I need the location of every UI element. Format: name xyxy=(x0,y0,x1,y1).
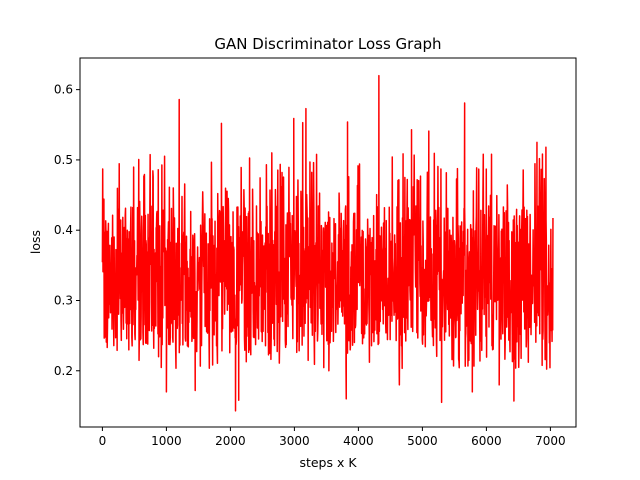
y-tick-label: 0.6 xyxy=(54,83,73,97)
x-axis: 0 1000 2000 3000 4000 5000 6000 7000 xyxy=(99,427,566,448)
y-tick-label: 0.3 xyxy=(54,293,73,307)
x-axis-label: steps x K xyxy=(299,455,357,470)
x-tick-label: 3000 xyxy=(279,434,310,448)
y-axis-label: loss xyxy=(28,230,43,254)
plot-area xyxy=(101,74,554,412)
x-tick-label: 0 xyxy=(99,434,107,448)
x-tick-label: 2000 xyxy=(215,434,246,448)
loss-series-line xyxy=(101,74,554,412)
x-tick-label: 6000 xyxy=(471,434,502,448)
y-tick-label: 0.4 xyxy=(54,223,73,237)
y-tick-label: 0.2 xyxy=(54,364,73,378)
x-tick-label: 1000 xyxy=(151,434,182,448)
y-tick-label: 0.5 xyxy=(54,153,73,167)
axes-frame xyxy=(79,57,577,428)
x-tick-label: 5000 xyxy=(407,434,438,448)
chart-title: GAN Discriminator Loss Graph xyxy=(214,35,441,53)
x-tick-label: 7000 xyxy=(535,434,566,448)
y-axis: 0.2 0.3 0.4 0.5 0.6 xyxy=(54,83,80,378)
x-tick-label: 4000 xyxy=(343,434,374,448)
